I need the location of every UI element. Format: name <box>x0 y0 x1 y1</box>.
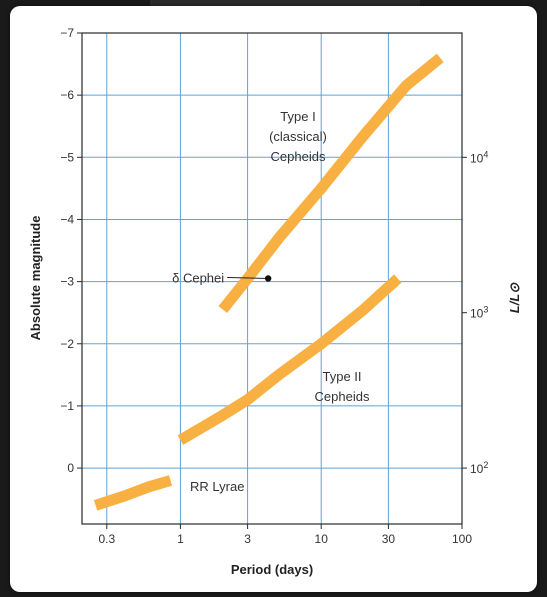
axes: 0.3 1 3 10 30 100 −7 −6 −5 −4 −3 −2 −1 0 104 103 102 <box>60 26 488 546</box>
y-tick-label: −2 <box>60 337 74 351</box>
annotation-leader <box>227 277 269 279</box>
delta-cephei-label: δ Cephei <box>172 271 224 286</box>
top-edge-strip <box>150 0 420 6</box>
chart-panel <box>10 6 537 592</box>
series-band-2 <box>177 274 402 445</box>
y2-tick-label: 102 <box>470 460 488 476</box>
y-tick-label: −5 <box>60 150 74 164</box>
type2-label-line: Cepheids <box>315 389 370 404</box>
rr-lyrae-label: RR Lyrae <box>190 479 244 494</box>
series-bands <box>93 53 444 511</box>
x-tick-label: 3 <box>244 532 251 546</box>
y-tick-label: −4 <box>60 212 74 226</box>
x-tick-label: 0.3 <box>98 532 115 546</box>
y-tick-label: 0 <box>67 461 74 475</box>
y-tick-label: −6 <box>60 88 74 102</box>
y2-tick-label: 103 <box>470 305 488 321</box>
x-tick-label: 100 <box>452 532 472 546</box>
type1-label-line: Cepheids <box>271 149 326 164</box>
grid <box>82 32 462 524</box>
series-band-3 <box>93 475 173 511</box>
series-band-1 <box>218 53 444 314</box>
type1-label-line: (classical) <box>269 129 327 144</box>
y-axis-label: Absolute magnitude <box>28 216 43 341</box>
series-labels: Type I (classical) Cepheids Type II Cepheids… <box>172 109 370 494</box>
y-tick-label: −3 <box>60 275 74 289</box>
x-tick-label: 10 <box>315 532 329 546</box>
delta-cephei-point <box>264 275 272 282</box>
y2-tick-label: 104 <box>470 149 488 165</box>
y-tick-label: −7 <box>60 26 74 40</box>
x-tick-label: 1 <box>177 532 184 546</box>
y2-axis-label: L/L⊙ <box>507 282 522 313</box>
type2-label-line: Type II <box>322 369 361 384</box>
y-tick-label: −1 <box>60 399 74 413</box>
plot-border <box>81 32 463 525</box>
x-axis-label: Period (days) <box>231 562 313 577</box>
type1-label-line: Type I <box>280 109 315 124</box>
x-tick-label: 30 <box>382 532 396 546</box>
